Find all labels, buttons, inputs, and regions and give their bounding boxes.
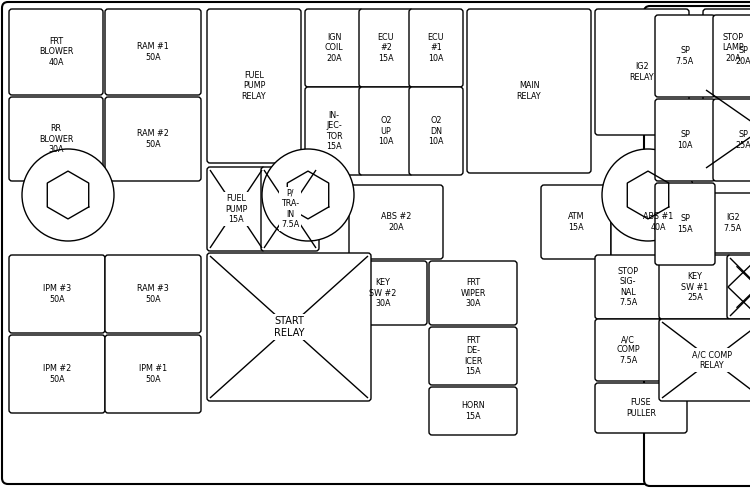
Text: FUSE
PULLER: FUSE PULLER — [626, 398, 656, 418]
Text: IPM #2
50A: IPM #2 50A — [43, 364, 71, 384]
Text: P/
TRA-
IN
7.5A: P/ TRA- IN 7.5A — [280, 189, 299, 229]
Text: A/C COMP
RELAY: A/C COMP RELAY — [692, 350, 732, 370]
Text: FUEL
PUMP
15A: FUEL PUMP 15A — [225, 194, 248, 224]
FancyBboxPatch shape — [207, 167, 265, 251]
Text: SP
15A: SP 15A — [677, 214, 693, 234]
Text: RAM #1
50A: RAM #1 50A — [137, 42, 169, 62]
FancyBboxPatch shape — [713, 15, 750, 97]
FancyBboxPatch shape — [105, 97, 201, 181]
Text: FRT
DE-
ICER
15A: FRT DE- ICER 15A — [464, 336, 482, 376]
Text: KEY
SW #2
30A: KEY SW #2 30A — [369, 278, 397, 308]
FancyBboxPatch shape — [261, 167, 319, 251]
FancyBboxPatch shape — [595, 383, 687, 433]
Text: IGN
COIL
20A: IGN COIL 20A — [325, 33, 344, 63]
FancyBboxPatch shape — [9, 9, 103, 95]
FancyBboxPatch shape — [595, 255, 661, 319]
FancyBboxPatch shape — [659, 255, 731, 319]
FancyBboxPatch shape — [207, 9, 301, 163]
FancyBboxPatch shape — [305, 9, 363, 87]
FancyBboxPatch shape — [305, 87, 363, 175]
Text: IPM #1
50A: IPM #1 50A — [139, 364, 167, 384]
Text: RAM #3
50A: RAM #3 50A — [137, 284, 169, 304]
FancyBboxPatch shape — [659, 319, 750, 401]
FancyBboxPatch shape — [429, 261, 517, 325]
FancyBboxPatch shape — [339, 261, 427, 325]
Text: FUEL
PUMP
RELAY: FUEL PUMP RELAY — [242, 71, 266, 101]
FancyBboxPatch shape — [9, 255, 105, 333]
Text: HORN
15A: HORN 15A — [461, 401, 484, 421]
Text: STOP
LAMP
20A: STOP LAMP 20A — [722, 33, 744, 63]
FancyBboxPatch shape — [611, 185, 705, 259]
Text: START
RELAY: START RELAY — [274, 316, 304, 338]
Text: IN-
JEC-
TOR
15A: IN- JEC- TOR 15A — [326, 111, 342, 151]
FancyBboxPatch shape — [644, 6, 750, 486]
Text: IG2
RELAY: IG2 RELAY — [630, 62, 654, 82]
Text: RR
BLOWER
30A: RR BLOWER 30A — [39, 124, 74, 154]
FancyBboxPatch shape — [703, 9, 750, 87]
Text: SP
10A: SP 10A — [677, 130, 693, 149]
FancyBboxPatch shape — [655, 15, 715, 97]
Text: RAM #2
50A: RAM #2 50A — [137, 129, 169, 148]
FancyBboxPatch shape — [703, 87, 750, 171]
FancyBboxPatch shape — [595, 319, 661, 381]
Text: ECU
#1
10A: ECU #1 10A — [427, 33, 444, 63]
FancyBboxPatch shape — [9, 97, 103, 181]
FancyBboxPatch shape — [9, 335, 105, 413]
Text: SP
20A: SP 20A — [735, 47, 750, 66]
FancyBboxPatch shape — [703, 193, 750, 253]
Text: O2
DN
10A: O2 DN 10A — [428, 116, 444, 146]
Text: ATM
15A: ATM 15A — [568, 212, 584, 232]
Text: FRT
WIPER
30A: FRT WIPER 30A — [460, 278, 486, 308]
FancyBboxPatch shape — [359, 9, 413, 87]
FancyBboxPatch shape — [359, 87, 413, 175]
FancyBboxPatch shape — [467, 9, 591, 173]
FancyBboxPatch shape — [409, 9, 463, 87]
Text: KEY
SW #1
25A: KEY SW #1 25A — [681, 272, 709, 302]
FancyBboxPatch shape — [409, 87, 463, 175]
FancyBboxPatch shape — [429, 387, 517, 435]
FancyBboxPatch shape — [655, 183, 715, 265]
FancyBboxPatch shape — [541, 185, 611, 259]
FancyBboxPatch shape — [207, 253, 371, 401]
Circle shape — [262, 149, 354, 241]
Circle shape — [602, 149, 694, 241]
FancyBboxPatch shape — [429, 327, 517, 385]
Text: FRT
BLOWER
40A: FRT BLOWER 40A — [39, 37, 74, 67]
FancyBboxPatch shape — [713, 99, 750, 181]
Text: SP
7.5A: SP 7.5A — [676, 47, 694, 66]
Text: ABS #2
20A: ABS #2 20A — [381, 212, 411, 232]
FancyBboxPatch shape — [105, 9, 201, 95]
Text: O2
UP
10A: O2 UP 10A — [378, 116, 394, 146]
Text: IPM #3
50A: IPM #3 50A — [43, 284, 71, 304]
FancyBboxPatch shape — [727, 255, 750, 319]
Text: SP
25A: SP 25A — [735, 130, 750, 149]
Text: MAIN
RELAY: MAIN RELAY — [517, 81, 542, 100]
Text: STOP
SIG-
NAL
7.5A: STOP SIG- NAL 7.5A — [617, 267, 638, 307]
Text: A/C
COMP
7.5A: A/C COMP 7.5A — [616, 335, 640, 365]
FancyBboxPatch shape — [655, 99, 715, 181]
Polygon shape — [728, 258, 750, 316]
Text: ABS #1
40A: ABS #1 40A — [643, 212, 674, 232]
Circle shape — [22, 149, 114, 241]
FancyBboxPatch shape — [105, 335, 201, 413]
FancyBboxPatch shape — [2, 2, 750, 484]
Text: ECU
#2
15A: ECU #2 15A — [378, 33, 394, 63]
FancyBboxPatch shape — [105, 255, 201, 333]
FancyBboxPatch shape — [349, 185, 443, 259]
FancyBboxPatch shape — [595, 9, 689, 135]
Text: IG2
7.5A: IG2 7.5A — [724, 213, 742, 233]
